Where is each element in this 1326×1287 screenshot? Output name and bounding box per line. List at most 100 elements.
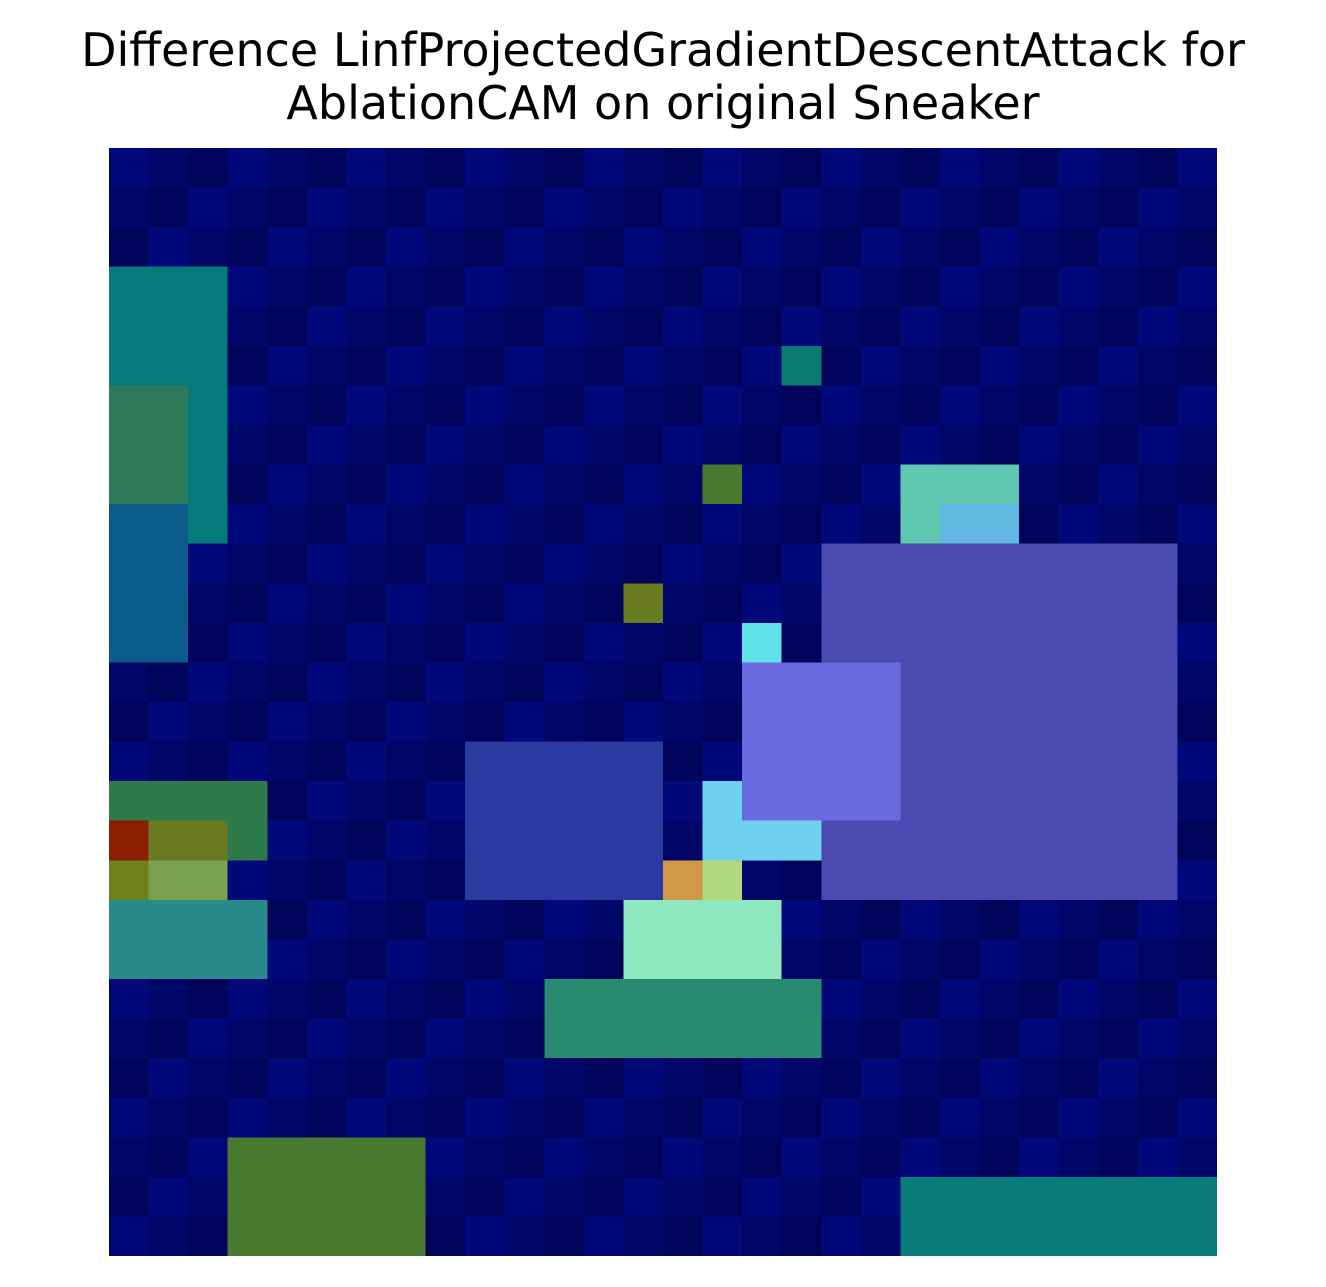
heatmap-cell [702, 1097, 743, 1139]
heatmap-cell [702, 385, 743, 426]
heatmap-cell [742, 741, 783, 782]
heatmap-cell [940, 306, 981, 347]
heatmap-cell [386, 187, 427, 228]
heatmap-cell [900, 860, 941, 901]
heatmap-cell [1137, 1137, 1179, 1178]
heatmap-cell [860, 979, 902, 1020]
heatmap-cell [504, 1097, 546, 1139]
heatmap-cell [583, 979, 625, 1020]
heatmap-cell [623, 939, 664, 980]
heatmap-cell [465, 1137, 506, 1178]
heatmap-cell [109, 860, 150, 901]
heatmap-cell [386, 741, 427, 782]
heatmap-cell [623, 1018, 664, 1059]
heatmap-cell [346, 1137, 387, 1178]
heatmap-cell [386, 227, 427, 268]
heatmap-cell [346, 979, 387, 1020]
heatmap-cell [227, 504, 269, 545]
heatmap-cell [979, 187, 1020, 228]
heatmap-cell [623, 979, 664, 1020]
heatmap-cell [1058, 1176, 1100, 1218]
heatmap-cell [465, 820, 506, 862]
heatmap-cell [188, 939, 229, 980]
heatmap-cell [1019, 860, 1060, 901]
heatmap-cell [148, 1018, 189, 1059]
heatmap-cell [544, 385, 585, 426]
heatmap-cell [306, 860, 348, 901]
heatmap-cell [702, 187, 743, 228]
heatmap-cell [109, 781, 150, 822]
heatmap-cell [860, 306, 902, 347]
heatmap-cell [623, 702, 664, 743]
heatmap-cell [306, 820, 348, 862]
heatmap-cell [1098, 1176, 1139, 1218]
heatmap-cell [227, 227, 269, 268]
heatmap-cell [109, 979, 150, 1020]
heatmap-cell [306, 939, 348, 980]
heatmap-cell [306, 1018, 348, 1059]
heatmap-cell [425, 345, 466, 387]
heatmap-cell [1177, 741, 1217, 782]
heatmap-cell [109, 1216, 150, 1256]
heatmap-cell [544, 345, 585, 387]
heatmap-cell [979, 385, 1020, 426]
heatmap-cell [702, 306, 743, 347]
heatmap-cell [663, 899, 704, 941]
heatmap-cell [1019, 820, 1060, 862]
heatmap-cell [663, 979, 704, 1020]
heatmap-cell [623, 1058, 664, 1099]
heatmap-cell [267, 1216, 308, 1256]
heatmap-cell [900, 899, 941, 941]
heatmap-cell [781, 148, 823, 189]
heatmap-cell [1019, 979, 1060, 1020]
heatmap-cell [425, 939, 466, 980]
heatmap-cell [583, 148, 625, 189]
heatmap-cell [781, 702, 823, 743]
heatmap-cell [1058, 662, 1100, 703]
heatmap-cell [306, 781, 348, 822]
heatmap-cell [1019, 1137, 1060, 1178]
heatmap-cell [1019, 187, 1060, 228]
heatmap-cell [109, 504, 150, 545]
heatmap-cell [1137, 425, 1179, 466]
heatmap-cell [267, 979, 308, 1020]
heatmap-cell [346, 543, 387, 585]
heatmap-cell [1058, 1097, 1100, 1139]
heatmap-cell [663, 148, 704, 189]
heatmap-cell [940, 1216, 981, 1256]
heatmap-cell [1019, 1216, 1060, 1256]
heatmap-cell [1137, 1058, 1179, 1099]
heatmap-cell [465, 1058, 506, 1099]
heatmap-cell [306, 899, 348, 941]
heatmap-cell [109, 1097, 150, 1139]
heatmap-cell [860, 425, 902, 466]
heatmap-cell [188, 306, 229, 347]
heatmap-cell [109, 1176, 150, 1218]
heatmap-cell [821, 306, 862, 347]
heatmap-cell [979, 781, 1020, 822]
heatmap-cell [544, 583, 585, 624]
heatmap-cell [1019, 504, 1060, 545]
heatmap-cell [148, 1058, 189, 1099]
heatmap-cell [781, 1097, 823, 1139]
heatmap-cell [623, 543, 664, 585]
heatmap-cell [227, 583, 269, 624]
heatmap-cell [188, 385, 229, 426]
heatmap-cell [1058, 504, 1100, 545]
heatmap-cell [742, 979, 783, 1020]
heatmap-cell [504, 1137, 546, 1178]
heatmap-cell [148, 543, 189, 585]
heatmap-cell [583, 464, 625, 505]
heatmap-cell [465, 781, 506, 822]
heatmap-cell [663, 187, 704, 228]
heatmap-cell [623, 425, 664, 466]
heatmap-cell [148, 1216, 189, 1256]
heatmap-cell [583, 1018, 625, 1059]
heatmap-cell [465, 583, 506, 624]
heatmap-cell [386, 1018, 427, 1059]
heatmap-cell [900, 187, 941, 228]
heatmap-cell [979, 504, 1020, 545]
heatmap-cell [267, 425, 308, 466]
heatmap-cell [583, 662, 625, 703]
heatmap-cell [583, 1058, 625, 1099]
